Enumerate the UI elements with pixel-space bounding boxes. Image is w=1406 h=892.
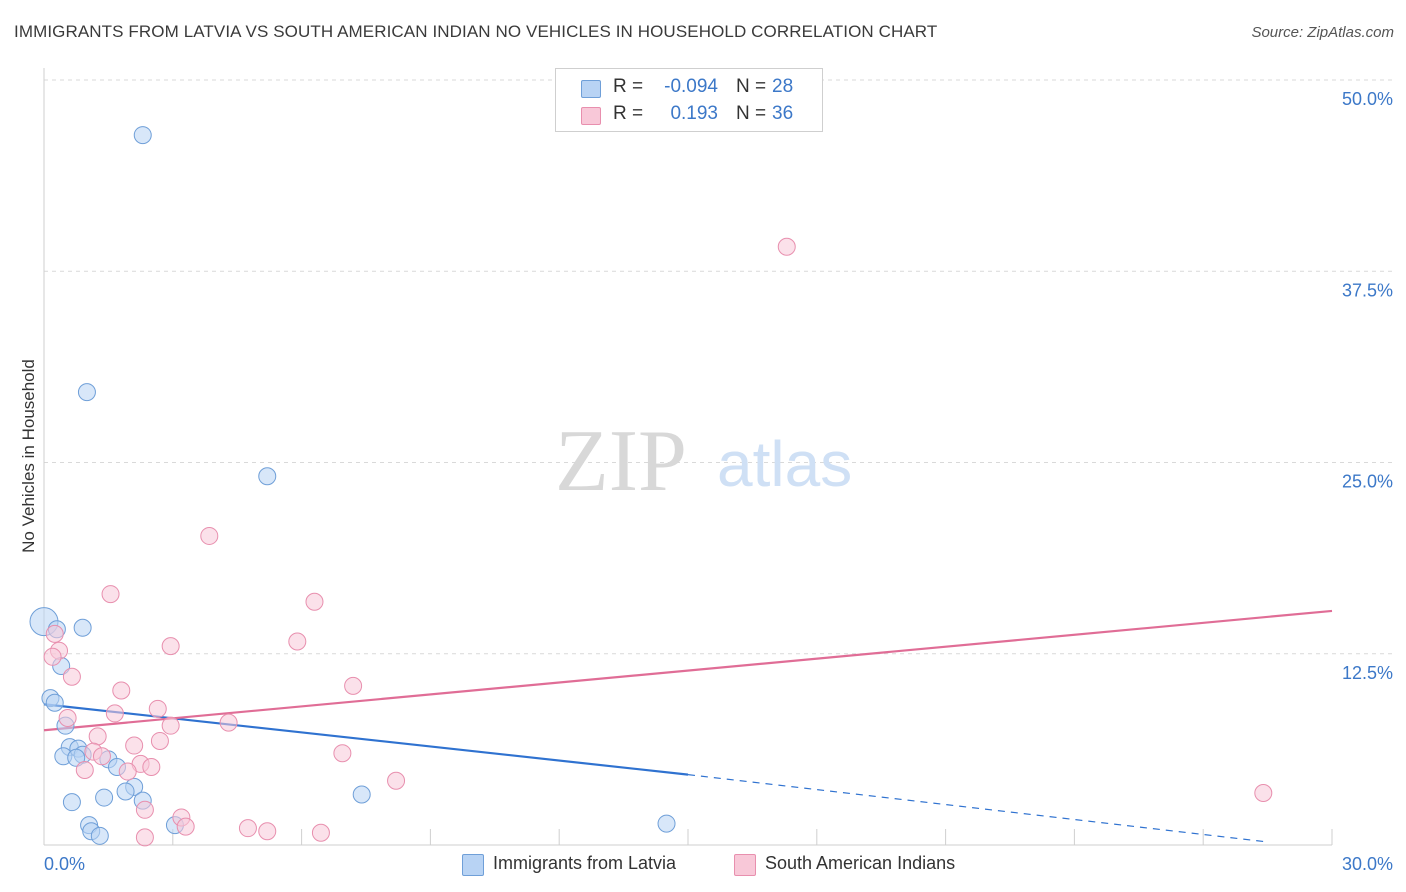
south-american-point xyxy=(238,819,257,838)
stats-swatch-south-american xyxy=(581,107,601,125)
south-american-point xyxy=(333,744,352,763)
legend-label: Immigrants from Latvia xyxy=(493,853,677,873)
r-value: 0.193 xyxy=(670,103,718,124)
south-american-trend-line xyxy=(43,609,1333,732)
south-american-point xyxy=(161,716,180,735)
south-american-point xyxy=(75,761,94,780)
y-tick-labels: 12.5% 25.0% 37.5% 50.0% xyxy=(1342,89,1393,683)
latvia-point xyxy=(352,785,371,804)
south-american-point xyxy=(288,632,307,651)
watermark-atlas: atlas xyxy=(717,428,852,500)
south-american-point xyxy=(305,592,324,611)
south-american-point xyxy=(161,637,180,656)
latvia-point xyxy=(258,467,277,486)
south-american-point xyxy=(150,731,169,750)
south-american-point xyxy=(1254,783,1273,802)
south-american-point xyxy=(92,747,111,766)
legend-swatch-south-american xyxy=(734,854,756,876)
south-american-point xyxy=(135,828,154,847)
south-american-point xyxy=(88,727,107,746)
latvia-point xyxy=(90,826,109,845)
r-label: R = xyxy=(613,76,644,97)
source-label: Source: ZipAtlas.com xyxy=(1251,24,1394,41)
south-american-point xyxy=(112,681,131,700)
r-value: -0.094 xyxy=(664,76,718,97)
latvia-point xyxy=(67,748,86,767)
n-value: 28 xyxy=(772,76,794,97)
r-label: R = xyxy=(613,103,644,124)
south-american-point xyxy=(101,585,120,604)
latvia-point xyxy=(95,788,114,807)
chart-title: IMMIGRANTS FROM LATVIA VS SOUTH AMERICAN… xyxy=(14,22,938,41)
south-american-point xyxy=(200,526,219,545)
south-american-point xyxy=(176,817,195,836)
y-axis-label: No Vehicles in Household xyxy=(19,359,38,553)
x-tick-labels: 0.0% 30.0% xyxy=(44,854,1393,874)
latvia-point xyxy=(657,814,676,833)
south-american-point xyxy=(125,736,144,755)
south-american-point xyxy=(43,647,62,666)
y-tick-label: 50.0% xyxy=(1342,89,1393,109)
south-american-point xyxy=(148,699,167,718)
south-american-point xyxy=(58,709,77,728)
y-tick-label: 25.0% xyxy=(1342,472,1393,492)
latvia-trend-line-extension xyxy=(687,774,1268,843)
watermark-zip: ZIP xyxy=(555,413,687,510)
n-value: 36 xyxy=(772,103,794,124)
latvia-point xyxy=(62,793,81,812)
south-american-point xyxy=(105,704,124,723)
legend-label: South American Indians xyxy=(765,853,956,873)
x-tick-label: 0.0% xyxy=(44,854,85,874)
trend-lines xyxy=(43,609,1333,843)
south-american-point xyxy=(344,676,363,695)
stats-box: R = -0.094 N = 28 R = 0.193 N = 36 xyxy=(555,68,823,132)
n-label: N = xyxy=(736,103,767,124)
axes xyxy=(43,68,1333,846)
south-american-point xyxy=(45,624,64,643)
latvia-trend-line xyxy=(43,703,689,776)
south-american-point xyxy=(135,800,154,819)
south-american-point xyxy=(258,822,277,841)
watermark: ZIP atlas xyxy=(555,413,852,510)
latvia-point xyxy=(116,782,135,801)
south-american-point xyxy=(142,757,161,776)
y-tick-label: 37.5% xyxy=(1342,280,1393,300)
latvia-point xyxy=(73,618,92,637)
y-tick-label: 12.5% xyxy=(1342,663,1393,683)
x-tick-label: 30.0% xyxy=(1342,854,1393,874)
south-american-point xyxy=(387,771,406,790)
south-american-point xyxy=(311,823,330,842)
stats-swatch-latvia xyxy=(581,80,601,98)
gridlines xyxy=(44,79,1392,655)
latvia-point xyxy=(77,383,96,402)
latvia-point xyxy=(133,126,152,145)
stats-row-south-american: R = 0.193 N = 36 xyxy=(556,100,822,128)
data-points xyxy=(29,126,1273,847)
south-american-point xyxy=(62,667,81,686)
south-american-point xyxy=(118,762,137,781)
south-american-point xyxy=(777,237,796,256)
legend: Immigrants from Latvia South American In… xyxy=(0,852,1406,878)
stats-row-latvia: R = -0.094 N = 28 xyxy=(556,73,822,101)
latvia-point xyxy=(45,693,64,712)
legend-swatch-latvia xyxy=(462,854,484,876)
south-american-point xyxy=(219,713,238,732)
n-label: N = xyxy=(736,76,767,97)
